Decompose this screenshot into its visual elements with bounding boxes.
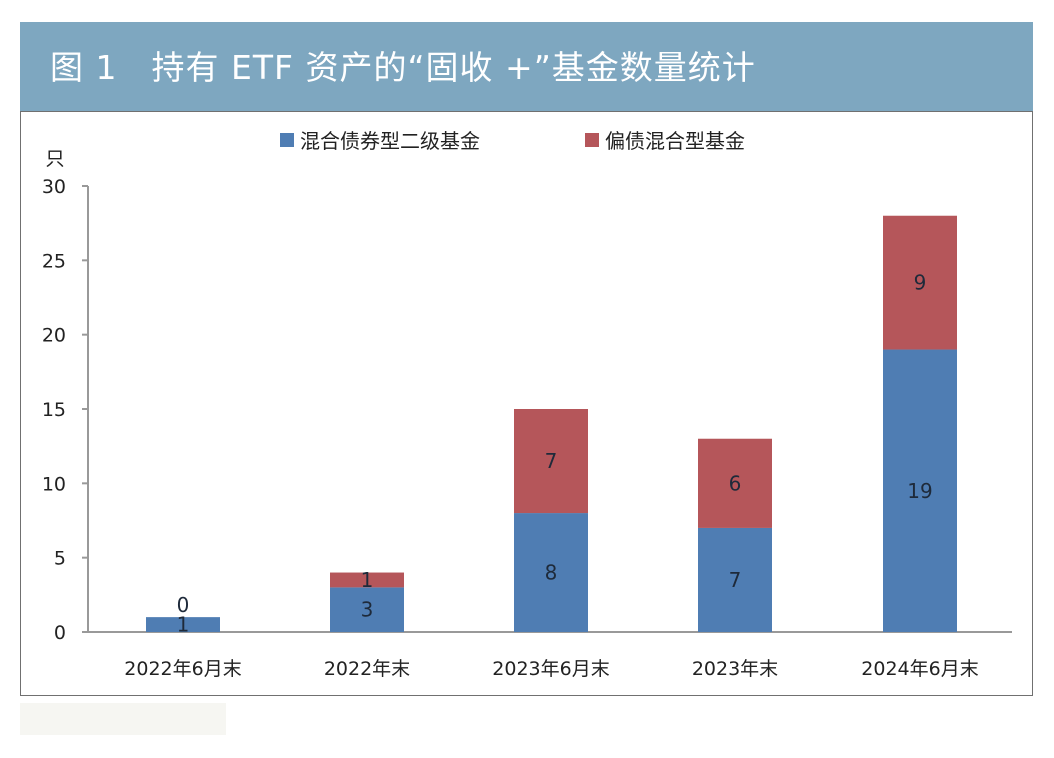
bar-segment-bond-type-2	[146, 617, 220, 632]
bar-segment-bond-type-2	[330, 587, 404, 632]
bar-segment-bond-mixed	[698, 438, 772, 528]
footer-smudge	[20, 703, 226, 735]
y-tick-label: 5	[54, 548, 66, 570]
x-category-label: 2023年末	[692, 658, 778, 680]
chart-title: 图 1 持有 ETF 资产的“固收 +”基金数量统计	[50, 48, 756, 87]
data-label-bond-type-2: 8	[545, 561, 558, 585]
y-axis-label: 只	[45, 148, 64, 170]
y-tick-label: 30	[42, 176, 66, 198]
data-label-bond-mixed: 6	[729, 471, 742, 495]
bar-segment-bond-type-2	[698, 527, 772, 632]
legend-swatch	[280, 133, 294, 147]
data-label-bond-mixed: 9	[914, 271, 927, 295]
bar-segment-bond-type-2	[514, 513, 588, 632]
chart-bars	[146, 215, 957, 632]
chart-legend: 混合债券型二级基金 偏债混合型基金	[280, 129, 745, 153]
chart-header: 图 1 持有 ETF 资产的“固收 +”基金数量统计	[20, 22, 1033, 111]
legend-label: 偏债混合型基金	[605, 129, 745, 153]
data-label-bond-type-2: 3	[361, 598, 374, 622]
data-label-bond-type-2: 7	[729, 568, 742, 592]
y-tick-label: 0	[54, 622, 66, 644]
y-tick-label: 10	[42, 473, 66, 495]
x-category-label: 2023年6月末	[492, 658, 609, 680]
y-tick-label: 20	[42, 325, 66, 347]
x-category-label: 2022年末	[324, 658, 410, 680]
y-tick-label: 15	[42, 399, 66, 421]
x-category-label: 2022年6月末	[124, 658, 241, 680]
data-label-bond-mixed: 0	[177, 593, 190, 617]
y-tick-label: 25	[42, 250, 66, 272]
bar-segment-bond-mixed	[883, 215, 957, 350]
data-label-bond-type-2: 1	[177, 613, 190, 637]
x-category-label: 2024年6月末	[861, 658, 978, 680]
data-label-bond-mixed: 7	[545, 449, 558, 473]
legend-swatch	[585, 133, 599, 147]
data-label-bond-mixed: 1	[361, 568, 374, 592]
bar-segment-bond-mixed	[330, 572, 404, 588]
bar-segment-bond-type-2	[883, 349, 957, 632]
legend-label: 混合债券型二级基金	[300, 129, 480, 153]
data-label-bond-type-2: 19	[907, 479, 932, 503]
bar-segment-bond-mixed	[514, 409, 588, 514]
